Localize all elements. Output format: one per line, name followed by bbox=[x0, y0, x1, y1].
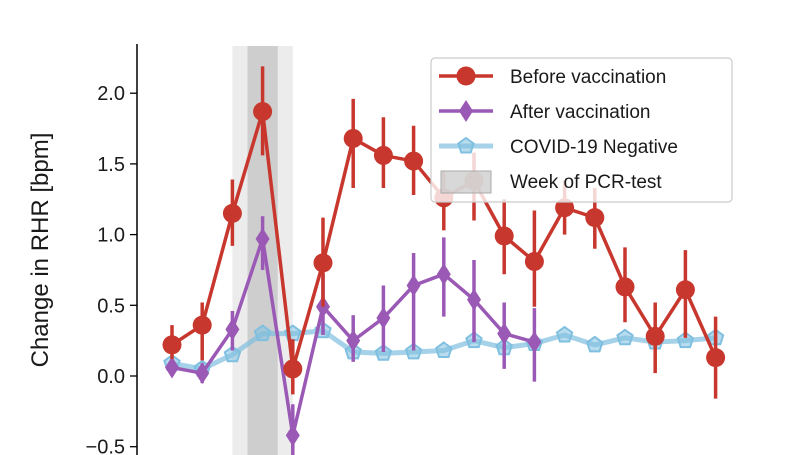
circle-marker bbox=[404, 151, 424, 171]
y-tick-label: 0.0 bbox=[97, 366, 125, 388]
pentagon-marker bbox=[435, 341, 453, 358]
diamond-marker bbox=[225, 318, 240, 341]
diamond-marker bbox=[497, 322, 512, 345]
circle-marker bbox=[192, 315, 212, 335]
diamond-marker bbox=[346, 329, 361, 352]
circle-marker bbox=[253, 102, 273, 122]
circle-marker bbox=[456, 66, 476, 86]
circle-marker bbox=[555, 198, 575, 218]
pentagon-marker bbox=[555, 325, 574, 343]
diamond-marker bbox=[165, 356, 179, 379]
pentagon-marker bbox=[457, 136, 475, 154]
pentagon-marker bbox=[374, 344, 393, 361]
pentagon-marker bbox=[253, 324, 272, 342]
diamond-marker bbox=[285, 424, 300, 447]
y-tick-label: −0.5 bbox=[86, 437, 125, 455]
legend-label: After vaccination bbox=[510, 102, 650, 123]
circle-marker bbox=[313, 253, 333, 273]
pentagon-marker bbox=[586, 335, 604, 353]
circle-marker bbox=[706, 348, 726, 368]
series-after-vaccination bbox=[165, 216, 542, 455]
legend-item: Week of PCR-test bbox=[440, 170, 662, 194]
circle-marker bbox=[585, 208, 605, 228]
diamond-marker bbox=[459, 100, 473, 122]
circle-marker bbox=[283, 359, 303, 379]
legend-box bbox=[430, 57, 733, 203]
legend-patch bbox=[440, 170, 492, 194]
pentagon-marker bbox=[676, 331, 695, 349]
legend-item: After vaccination bbox=[439, 100, 650, 123]
legend: Before vaccination After vaccination COVID… bbox=[430, 57, 733, 203]
circle-marker bbox=[615, 277, 635, 297]
diamond-marker bbox=[376, 307, 391, 330]
circle-marker bbox=[343, 128, 363, 148]
circle-marker bbox=[524, 251, 544, 271]
diamond-marker bbox=[195, 362, 210, 385]
legend-label: Week of PCR-test bbox=[510, 172, 662, 193]
diamond-marker bbox=[527, 331, 542, 354]
y-axis: −0.5 0.0 0.5 1.0 1.5 2.0 bbox=[86, 44, 138, 455]
circle-marker bbox=[222, 203, 242, 223]
legend-label: COVID-19 Negative bbox=[510, 137, 678, 158]
diamond-marker bbox=[467, 288, 481, 311]
y-axis-title: Change in RHR [bpm] bbox=[27, 133, 54, 368]
circle-marker bbox=[162, 335, 182, 355]
y-tick-label: 0.5 bbox=[97, 295, 125, 317]
diamond-marker bbox=[406, 274, 421, 297]
circle-marker bbox=[645, 326, 665, 346]
circle-marker bbox=[675, 280, 695, 300]
circle-marker bbox=[494, 226, 514, 246]
y-tick-label: 1.5 bbox=[97, 154, 125, 176]
y-tick-label: 1.0 bbox=[97, 225, 125, 247]
pentagon-marker bbox=[404, 342, 423, 360]
legend-label: Before vaccination bbox=[510, 67, 666, 88]
legend-item: COVID-19 Negative bbox=[439, 136, 678, 158]
legend-item: Before vaccination bbox=[439, 66, 666, 88]
diamond-marker bbox=[436, 263, 451, 286]
y-tick-label: 2.0 bbox=[97, 83, 125, 105]
circle-marker bbox=[373, 145, 393, 165]
pentagon-marker bbox=[616, 328, 634, 346]
pentagon-marker bbox=[223, 345, 242, 363]
diamond-marker bbox=[255, 227, 270, 250]
